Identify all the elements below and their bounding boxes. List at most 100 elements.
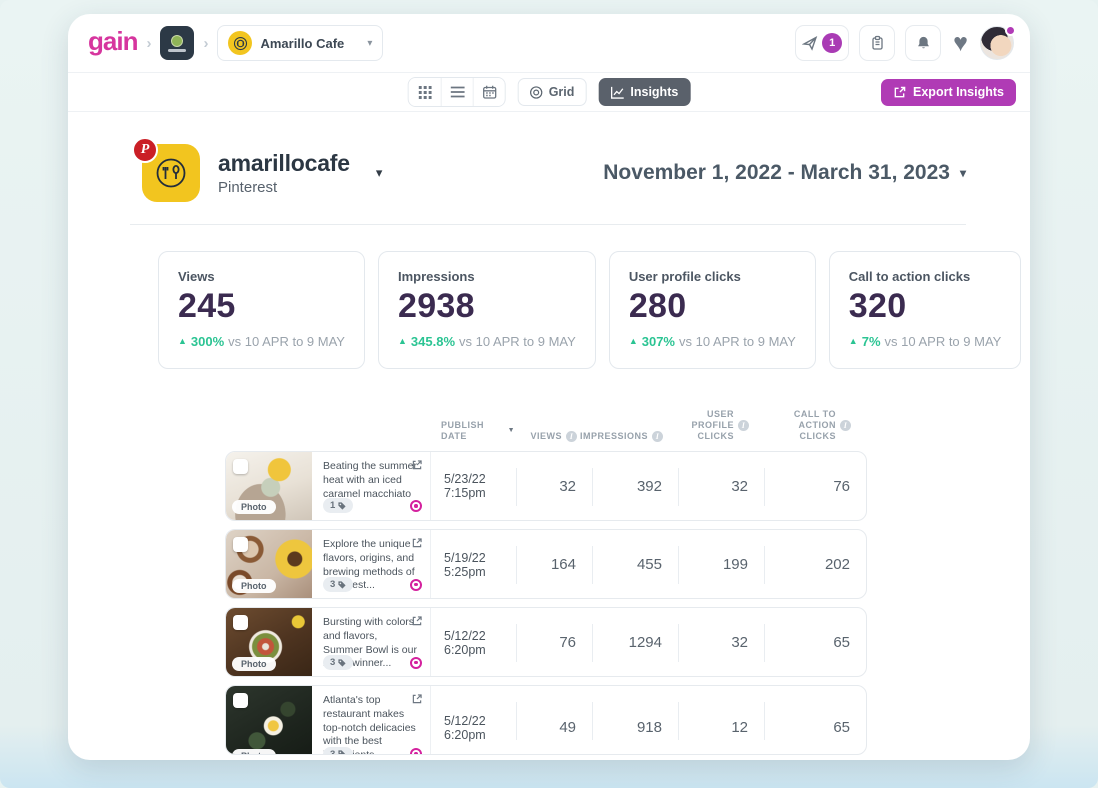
stat-label: User profile clicks — [628, 269, 741, 284]
favorites-heart-icon[interactable]: ♥ — [953, 28, 968, 57]
info-icon[interactable]: i — [840, 420, 851, 432]
stat-compare-period: vs 10 APR to 9 MAY — [228, 333, 345, 349]
profile-dropdown-caret-icon[interactable]: ▾ — [375, 165, 383, 180]
stat-change: ▲ 307% vs 10 APR to 9 MAY — [629, 334, 796, 349]
view-switcher — [407, 77, 506, 107]
insights-tab[interactable]: Insights — [598, 78, 691, 106]
account-name: Amarillo Cafe — [260, 35, 345, 51]
table-row[interactable]: Photo Bursting with colors and flavors, … — [225, 607, 867, 678]
stat-label: Views — [178, 269, 215, 284]
table-row[interactable]: Photo Beating the summer heat with an ic… — [225, 451, 867, 522]
stat-card: Views 245 ▲ 300% vs 10 APR to 9 MAY — [158, 251, 365, 369]
stat-label: Call to action clicks — [848, 269, 971, 284]
info-icon[interactable]: i — [566, 431, 577, 443]
grid-tab-label: Grid — [548, 85, 575, 99]
workspace-avatar[interactable] — [160, 26, 195, 60]
view-toolbar: Grid Insights Export Insights — [68, 72, 1030, 112]
user-profile-clicks-cell: 32 — [678, 452, 764, 520]
stat-change-percent: 345.8% — [410, 333, 455, 349]
status-icon[interactable] — [410, 499, 422, 512]
export-icon — [894, 86, 906, 97]
post-content-cell: Bursting with colors and flavors, Summer… — [312, 608, 430, 676]
tags-pill[interactable]: 3 — [323, 746, 354, 756]
row-checkbox[interactable] — [233, 615, 248, 631]
external-link-icon[interactable] — [412, 694, 422, 704]
profile-avatar[interactable]: P — [132, 137, 200, 202]
info-icon[interactable]: i — [738, 420, 749, 432]
header-impressions[interactable]: IMPRESSIONS i — [580, 431, 677, 443]
header-user-profile-clicks[interactable]: USER PROFILE CLICKS i — [677, 409, 763, 443]
section-divider — [130, 224, 966, 225]
tag-icon — [338, 750, 346, 755]
post-thumbnail: Photo — [226, 452, 312, 521]
external-link-icon[interactable] — [412, 616, 422, 626]
tags-pill[interactable]: 1 — [323, 498, 354, 514]
calendar-view-button[interactable] — [472, 78, 505, 106]
gain-logo[interactable]: gain — [88, 26, 138, 56]
stat-compare-period: vs 10 APR to 9 MAY — [459, 333, 576, 349]
stat-change-percent: 307% — [641, 333, 675, 349]
header-views[interactable]: VIEWS i — [515, 431, 591, 443]
paper-plane-icon — [802, 36, 818, 51]
status-icon[interactable] — [410, 656, 422, 669]
grid-view-button[interactable] — [408, 78, 441, 106]
status-icon[interactable] — [410, 578, 422, 591]
row-checkbox[interactable] — [233, 693, 248, 709]
header-publish-date[interactable]: PUBLISH DATE ▼ — [441, 419, 515, 442]
tag-count: 3 — [330, 748, 336, 756]
table-body: Photo Beating the summer heat with an ic… — [225, 451, 867, 756]
export-insights-button[interactable]: Export Insights — [881, 78, 1016, 106]
trend-up-icon: ▲ — [848, 336, 858, 347]
app-window: gain › › Amarillo Cafe ▾ — [68, 14, 1030, 760]
impressions-cell: 918 — [592, 686, 678, 754]
tags-pill[interactable]: 3 — [323, 655, 354, 670]
table-row[interactable]: Photo Atlanta's top restaurant makes top… — [225, 685, 867, 756]
breadcrumb-separator-icon: › — [203, 34, 209, 52]
table-row[interactable]: Photo Explore the unique flavors, origin… — [225, 529, 867, 600]
status-icon[interactable] — [410, 748, 422, 755]
external-link-icon[interactable] — [412, 460, 422, 470]
row-checkbox[interactable] — [233, 537, 248, 553]
call-to-action-clicks-cell: 76 — [764, 452, 866, 520]
publish-date-cell: 5/12/22 6:20pm — [430, 608, 516, 677]
post-content-cell: Beating the summer heat with an iced car… — [312, 452, 430, 520]
list-icon — [450, 86, 465, 98]
info-icon[interactable]: i — [652, 431, 663, 443]
stat-change-percent: 7% — [861, 333, 881, 349]
grid-preview-icon — [530, 85, 543, 99]
send-badge: 1 — [822, 33, 843, 53]
stat-value: 245 — [178, 287, 236, 325]
user-profile-clicks-cell: 32 — [678, 608, 764, 676]
row-checkbox[interactable] — [233, 459, 248, 475]
clipboard-button[interactable] — [859, 25, 896, 61]
profile-network: Pinterest — [218, 179, 278, 196]
workspace-logo-icon — [171, 34, 184, 47]
bell-icon — [917, 36, 929, 49]
grid-tab[interactable]: Grid — [517, 78, 587, 106]
post-content-cell: Atlanta's top restaurant makes top-notch… — [312, 686, 430, 755]
impressions-cell: 455 — [592, 530, 678, 598]
send-for-approval-button[interactable]: 1 — [795, 25, 850, 61]
external-link-icon[interactable] — [412, 538, 422, 548]
stat-change: ▲ 345.8% vs 10 APR to 9 MAY — [398, 334, 576, 349]
header-call-to-action-clicks[interactable]: CALL TO ACTION CLICKS i — [763, 409, 865, 443]
post-thumbnail: Photo — [226, 530, 312, 599]
tag-icon — [338, 658, 346, 667]
stat-card: User profile clicks 280 ▲ 307% vs 10 APR… — [608, 251, 816, 369]
chevron-down-icon: ▾ — [959, 166, 966, 180]
notifications-button[interactable] — [905, 25, 942, 61]
stat-card: Call to action clicks 320 ▲ 7% vs 10 APR… — [828, 251, 1022, 369]
grid-icon — [418, 85, 432, 99]
publish-date-cell: 5/23/22 7:15pm — [430, 452, 516, 521]
calendar-icon — [482, 85, 496, 99]
list-view-button[interactable] — [440, 78, 473, 106]
insights-tab-label: Insights — [630, 85, 679, 99]
user-avatar[interactable] — [980, 25, 1016, 60]
clipboard-icon — [872, 35, 883, 50]
account-selector[interactable]: Amarillo Cafe ▾ — [217, 25, 384, 61]
tags-pill[interactable]: 3 — [323, 577, 354, 592]
call-to-action-clicks-cell: 65 — [764, 608, 866, 676]
date-range-selector[interactable]: November 1, 2022 - March 31, 2023 ▾ — [603, 161, 966, 185]
publish-date-cell: 5/19/22 5:25pm — [430, 530, 516, 599]
tag-count: 3 — [330, 579, 336, 590]
